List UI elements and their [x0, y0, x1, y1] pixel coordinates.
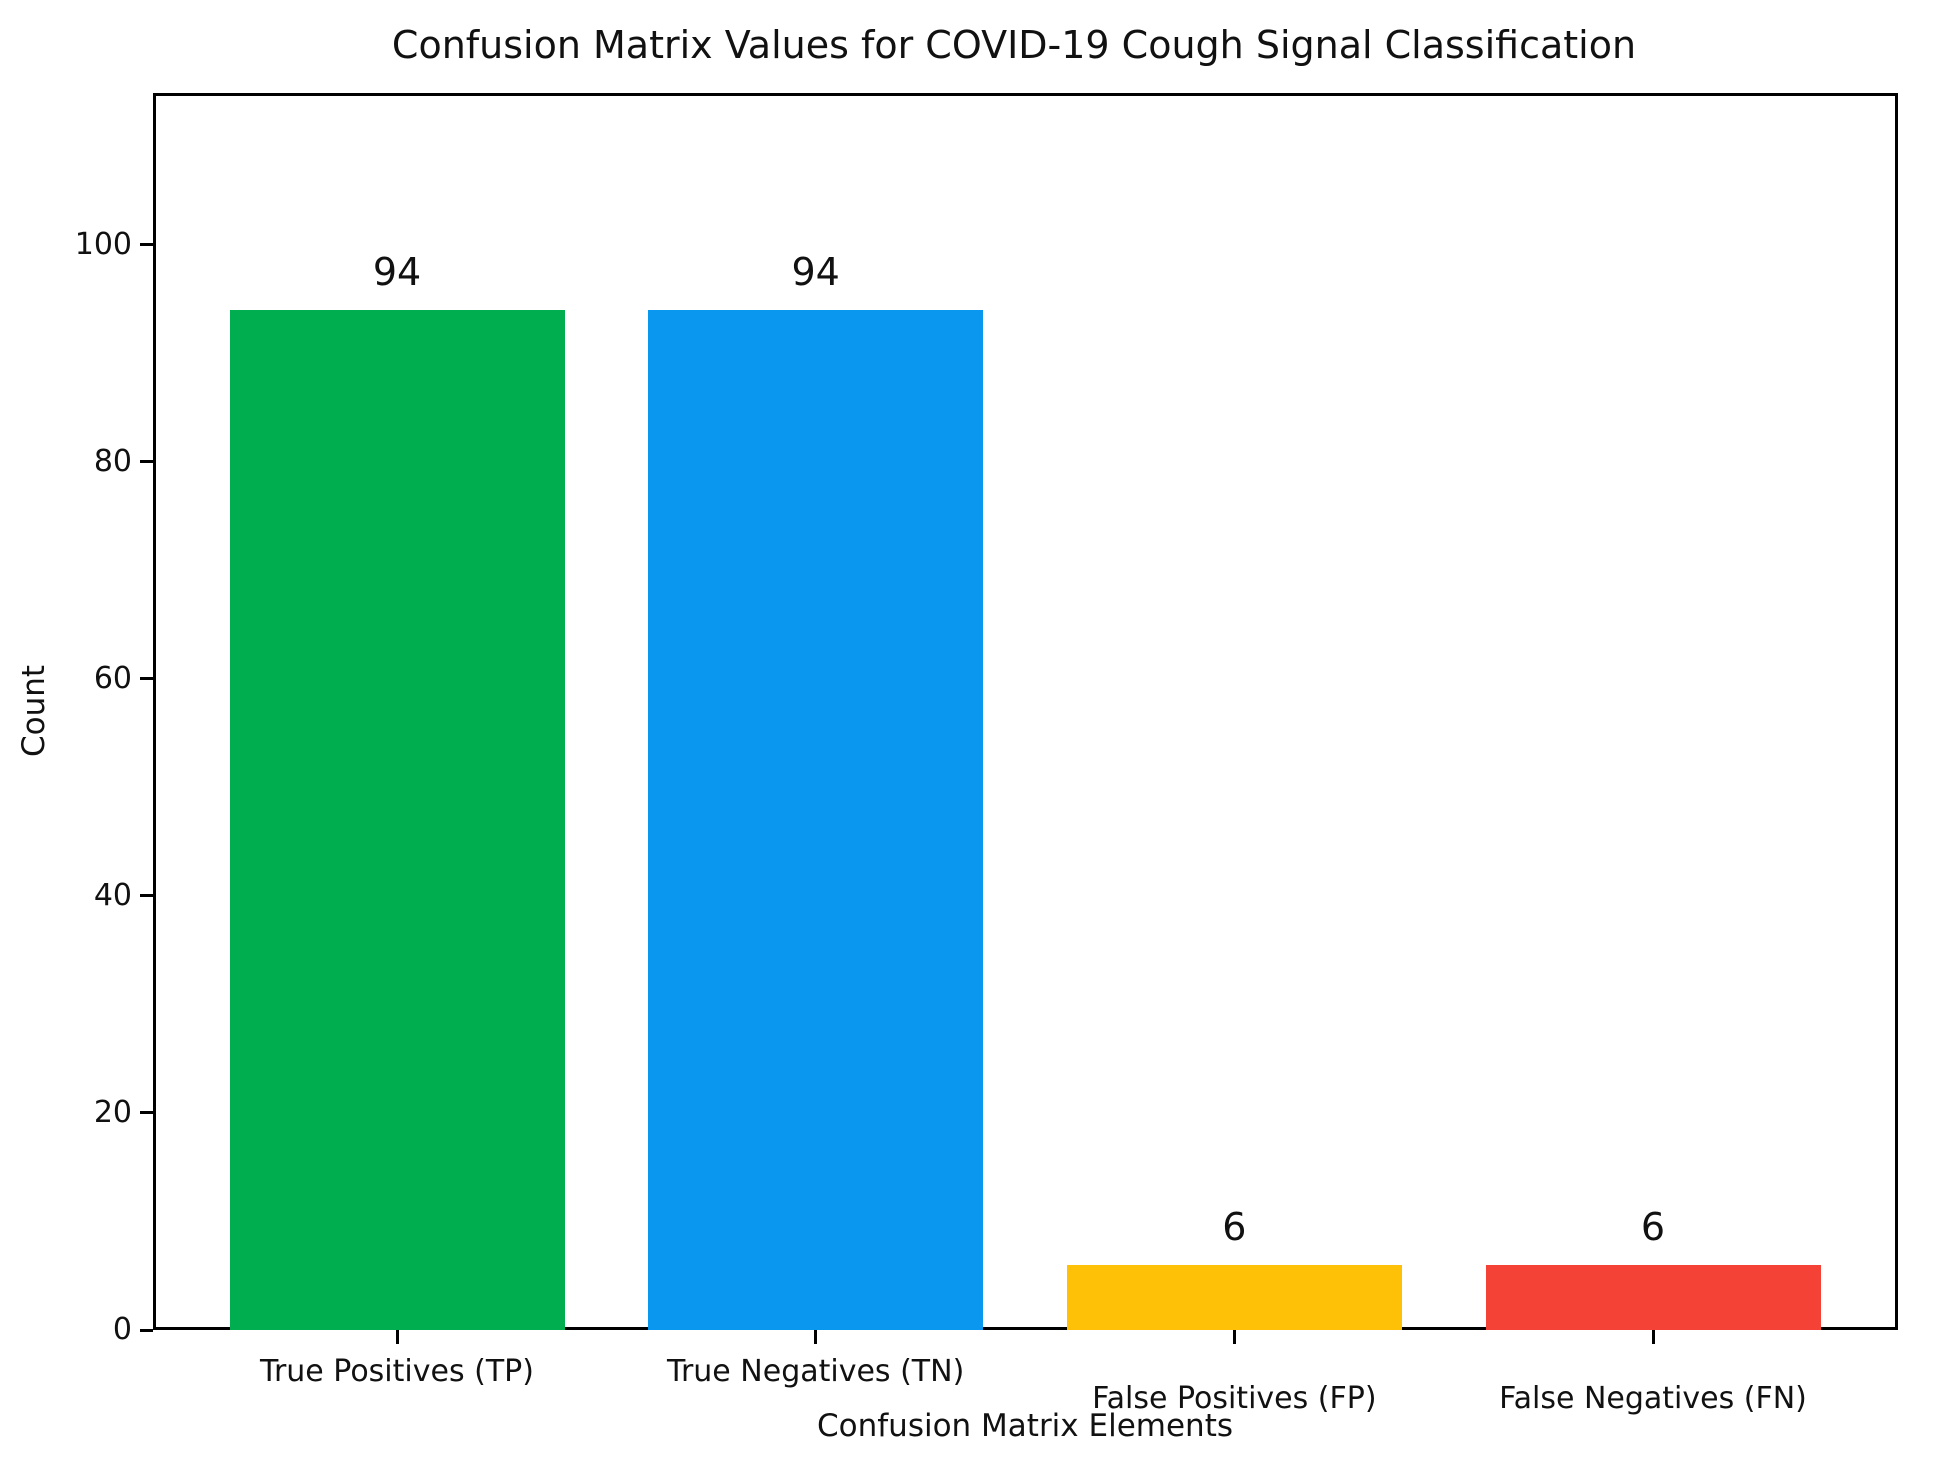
- bar-false-negatives-fn: [1485, 1264, 1821, 1330]
- bar-value-label: 94: [791, 250, 840, 295]
- x-tick-label-true-positives-tp: True Positives (TP): [260, 1354, 534, 1389]
- y-tick-label: 100: [74, 226, 132, 262]
- y-tick-mark: [140, 677, 153, 681]
- x-tick-mark: [395, 1330, 399, 1344]
- y-tick-label: 60: [93, 660, 132, 696]
- y-tick-label: 80: [93, 443, 132, 479]
- x-tick-label-true-negatives-tn: True Negatives (TN): [667, 1354, 965, 1389]
- bar-value-label: 6: [1222, 1204, 1247, 1249]
- x-tick-mark: [814, 1330, 818, 1344]
- bar-true-negatives-tn: [648, 310, 984, 1330]
- y-tick-label: 20: [93, 1094, 132, 1130]
- y-tick-mark: [140, 1328, 153, 1332]
- y-tick-mark: [140, 1111, 153, 1115]
- x-tick-label-false-positives-fp: False Positives (FP): [1092, 1381, 1377, 1416]
- y-tick-mark: [140, 243, 153, 247]
- bar-value-label: 6: [1640, 1204, 1666, 1249]
- x-axis-label: Confusion Matrix Elements: [816, 1408, 1234, 1444]
- x-tick-mark: [1651, 1330, 1655, 1344]
- chart-title: Confusion Matrix Values for COVID-19 Cou…: [391, 23, 1637, 67]
- y-tick-label: 0: [112, 1312, 132, 1347]
- y-tick-mark: [140, 894, 153, 898]
- bar-false-positives-fp: [1066, 1264, 1402, 1330]
- y-tick-label: 40: [93, 877, 132, 913]
- x-tick-mark: [1232, 1330, 1236, 1344]
- bar-value-label: 94: [372, 250, 422, 295]
- x-tick-label-false-negatives-fn: False Negatives (FN): [1499, 1381, 1807, 1416]
- y-tick-mark: [140, 460, 153, 464]
- bar-true-positives-tp: [229, 310, 565, 1330]
